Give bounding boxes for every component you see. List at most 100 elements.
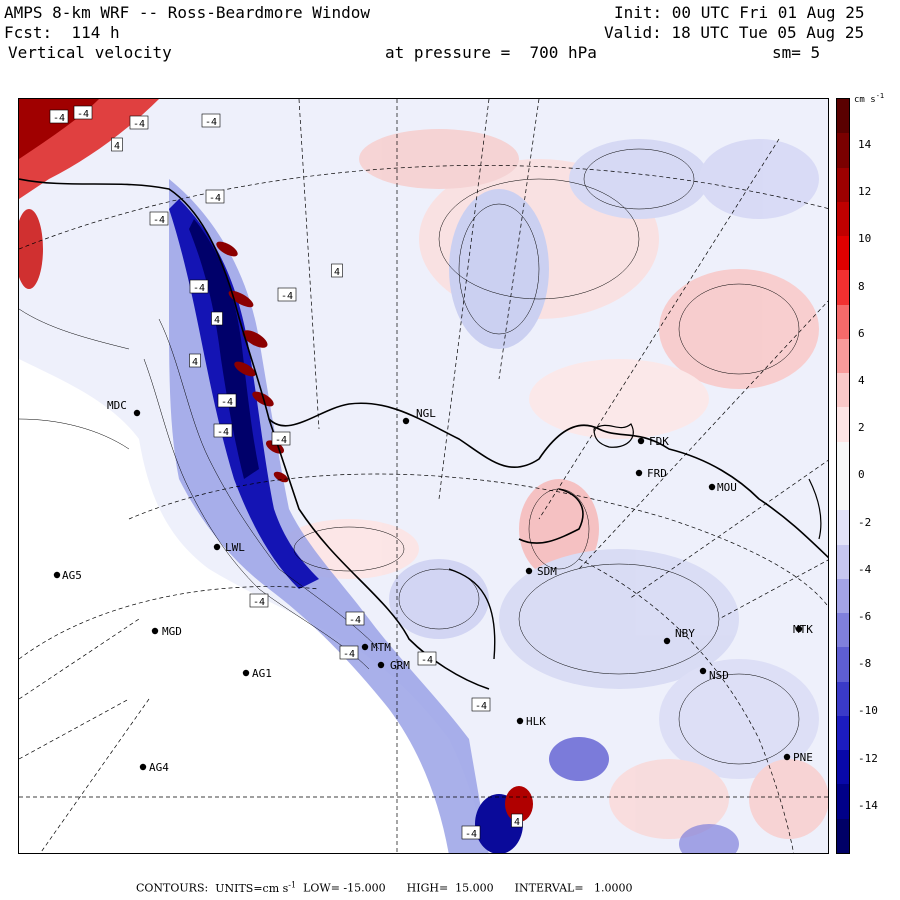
colorbar-swatch xyxy=(837,784,849,820)
ice-shelf-edge xyxy=(518,488,584,544)
colorbar-swatch xyxy=(837,201,849,237)
colorbar-swatch xyxy=(837,613,849,648)
colorbar-swatch xyxy=(837,133,849,169)
station-marker xyxy=(151,627,159,635)
station-sdm: SDM xyxy=(525,565,557,578)
colorbar-swatch xyxy=(837,510,849,546)
field-blue-bottom-right xyxy=(549,737,609,781)
colorbar-swatch xyxy=(837,681,849,717)
contour-label: 4 xyxy=(111,137,123,152)
station-label: HLK xyxy=(526,715,546,728)
contour-label: -4 xyxy=(189,279,209,294)
coast-segment-right xyxy=(808,478,822,540)
station-marker xyxy=(516,717,524,725)
map-title: AMPS 8-km WRF -- Ross-Beardmore Window xyxy=(4,3,371,22)
svg-text:4: 4 xyxy=(192,357,198,368)
svg-text:4: 4 xyxy=(334,267,340,278)
svg-text:-4: -4 xyxy=(205,117,217,128)
colorbar-tick-label: -14 xyxy=(858,798,878,812)
svg-text:-4: -4 xyxy=(465,829,477,840)
station-nsd: NSD xyxy=(699,667,729,682)
svg-text:-4: -4 xyxy=(349,615,361,626)
valid-time: Valid: 18 UTC Tue 05 Aug 25 xyxy=(604,23,865,42)
station-marker xyxy=(635,469,643,477)
station-hlk: HLK xyxy=(516,715,546,728)
station-marker xyxy=(139,763,147,771)
colorbar-swatch xyxy=(837,236,849,271)
contour-label: -4 xyxy=(129,115,149,130)
field-band-darkest-blue xyxy=(189,219,259,479)
station-label: MOU xyxy=(717,481,737,494)
station-marker xyxy=(242,669,250,677)
station-label: NBY xyxy=(675,627,695,640)
svg-text:-4: -4 xyxy=(209,193,221,204)
colorbar-swatch xyxy=(837,407,849,443)
colorbar-units: cm s-1 xyxy=(854,92,885,105)
coastline xyxy=(19,178,828,559)
pressure-level: at pressure = 700 hPa xyxy=(385,43,597,62)
station-label: AG1 xyxy=(252,667,272,680)
field-blue-bottom-corner xyxy=(679,824,739,853)
field-patches xyxy=(279,129,828,839)
station-marker xyxy=(377,661,385,669)
svg-text:-4: -4 xyxy=(253,597,265,608)
svg-text:-4: -4 xyxy=(53,113,65,124)
station-ag5: AG5 xyxy=(53,569,82,582)
colorbar-swatch xyxy=(837,715,849,751)
station-label: PNE xyxy=(793,751,813,764)
contour-label: 4 xyxy=(211,311,223,326)
station-mgd: MGD xyxy=(151,625,182,638)
contour-labels-layer: -4 -4 -4 4 -4 -4 -4 4 -4 -4 4 4 -4 -4 -4 -4 -4 -4 -4 -4 -4 4 xyxy=(49,105,523,840)
station-label: NGL xyxy=(416,407,436,420)
contour-lines xyxy=(19,148,800,765)
footer-units: UNITS=cm s-1 xyxy=(215,880,297,895)
station-marker xyxy=(783,753,791,761)
field-band-blue xyxy=(169,179,489,853)
station-label: SDM xyxy=(537,565,557,578)
contour-label: -4 xyxy=(49,109,69,124)
vertical-velocity-map: MDC NGL FDK FRD MOU LWL AG5 SDM MGD NBY MTK MTM GRM N… xyxy=(19,99,828,853)
svg-text:-4: -4 xyxy=(475,701,487,712)
contour-label: -4 xyxy=(271,431,291,446)
colorbar xyxy=(836,98,850,854)
contour-label: -4 xyxy=(417,651,437,666)
contour-label: -4 xyxy=(201,113,221,128)
contour-label: -4 xyxy=(217,393,237,408)
station-marker xyxy=(525,567,533,575)
colorbar-swatch xyxy=(837,99,849,134)
contour-label: -4 xyxy=(461,825,481,840)
contour-label: -4 xyxy=(249,593,269,608)
contour-info-footer: CONTOURS: UNITS=cm s-1 LOW= -15.000 HIGH… xyxy=(136,880,633,895)
smoothing-value: sm= 5 xyxy=(772,43,821,62)
colorbar-tick-label: -2 xyxy=(858,515,872,529)
station-mou: MOU xyxy=(708,481,737,494)
contour-label: -4 xyxy=(73,105,93,120)
station-mtk: MTK xyxy=(793,623,813,636)
colorbar-swatch xyxy=(837,373,849,408)
station-marker xyxy=(708,483,716,491)
station-label: MGD xyxy=(162,625,182,638)
contour-label: -4 xyxy=(277,287,297,302)
footer-contours-label: CONTOURS: xyxy=(136,881,209,895)
colorbar-swatch xyxy=(837,476,849,511)
colorbar-tick-label: 4 xyxy=(858,374,865,387)
colorbar-tick-label: -12 xyxy=(858,751,878,765)
colorbar-swatch xyxy=(837,544,849,580)
colorbar-swatch xyxy=(837,578,849,614)
station-marker xyxy=(213,543,221,551)
svg-text:-4: -4 xyxy=(77,109,89,120)
colorbar-swatch xyxy=(837,647,849,683)
station-marker xyxy=(402,417,410,425)
svg-text:-4: -4 xyxy=(421,655,433,666)
latlon-grid xyxy=(19,99,828,853)
variable-name: Vertical velocity xyxy=(8,43,172,62)
station-label: GRM xyxy=(390,659,410,672)
stations-layer: MDC NGL FDK FRD MOU LWL AG5 SDM MGD NBY MTK MTM GRM N… xyxy=(53,399,813,774)
colorbar-tick-label: -6 xyxy=(858,610,872,623)
station-label: MTK xyxy=(793,623,813,636)
colorbar-tick-label: 2 xyxy=(858,421,865,435)
station-ag4: AG4 xyxy=(139,761,169,774)
init-time: Init: 00 UTC Fri 01 Aug 25 xyxy=(614,3,865,22)
svg-text:-4: -4 xyxy=(133,119,145,130)
station-mtm: MTM xyxy=(361,641,391,654)
